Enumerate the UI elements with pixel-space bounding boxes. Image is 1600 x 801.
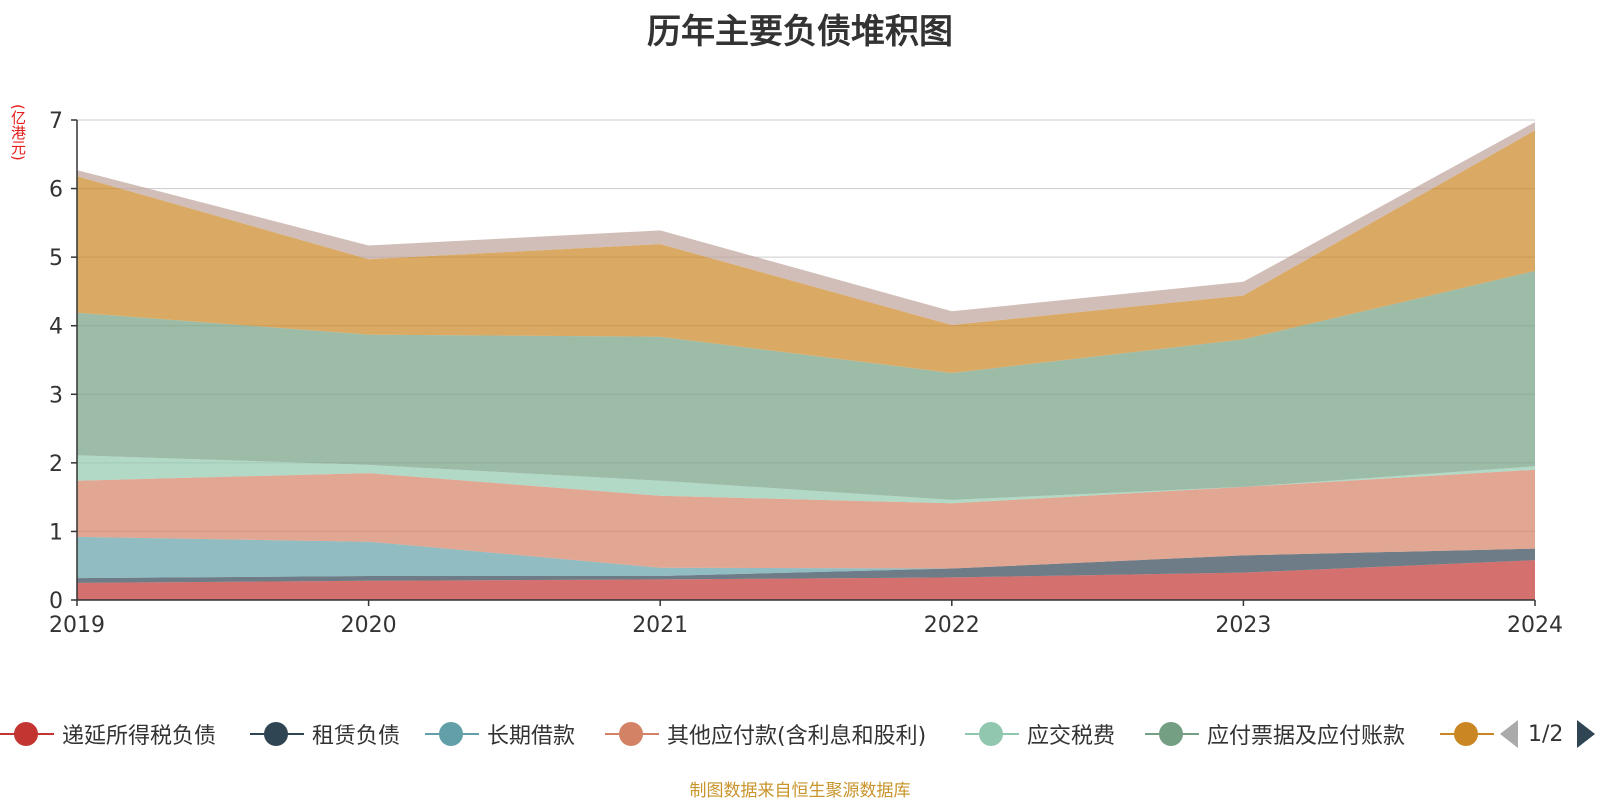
area-series-2: [77, 536, 1535, 579]
legend-item[interactable]: 递延所得税负债: [0, 714, 216, 754]
area-series-6: [77, 130, 1535, 373]
legend-marker-icon: [1440, 719, 1494, 749]
legend: 递延所得税负债 租赁负债 长期借款 其他应付款(含利息和股利) 应交税费 应付票据及应付账…: [0, 714, 1600, 754]
legend-marker-icon: [250, 719, 304, 749]
legend-item[interactable]: 长期借款: [425, 714, 575, 754]
x-tick-label: 2019: [49, 613, 105, 638]
x-tick-label: 2022: [924, 613, 980, 638]
legend-label: 租赁负债: [312, 724, 401, 749]
y-tick-label: 3: [49, 383, 63, 408]
area-series-3: [77, 469, 1535, 569]
legend-item[interactable]: 其他应付款(含利息和股利): [605, 714, 926, 754]
legend-item[interactable]: [1440, 714, 1502, 754]
legend-item[interactable]: 租赁负债: [250, 714, 400, 754]
legend-pager: 1/2: [1500, 714, 1596, 754]
stacked-area-chart: 0 1 2 3 4 5 6 7 2019 2020 2021 2022 2023 2024: [49, 109, 1563, 638]
chart-title: 历年主要负债堆积图: [647, 12, 953, 52]
y-tick-label: 7: [49, 109, 63, 134]
legend-next-page-icon[interactable]: [1577, 720, 1596, 748]
x-tick-label: 2023: [1215, 613, 1271, 638]
legend-label: 应交税费: [1027, 724, 1116, 749]
y-tick-label: 5: [49, 246, 63, 271]
legend-label: 长期借款: [487, 724, 576, 749]
legend-label: 应付票据及应付账款: [1207, 724, 1406, 749]
legend-item[interactable]: 应交税费: [965, 714, 1115, 754]
y-tick-label: 4: [49, 315, 63, 340]
x-tick-label: 2021: [632, 613, 688, 638]
legend-item[interactable]: 应付票据及应付账款: [1145, 714, 1405, 754]
legend-marker-icon: [965, 719, 1019, 749]
y-tick-label: 1: [49, 520, 63, 545]
y-tick-label: 2: [49, 452, 63, 477]
legend-label: 递延所得税负债: [62, 724, 217, 749]
axes: 0 1 2 3 4 5 6 7 2019 2020 2021 2022 2023 2024: [49, 109, 1563, 638]
area-series-7: [77, 122, 1535, 325]
x-tick-label: 2024: [1507, 613, 1563, 638]
legend-marker-icon: [1145, 719, 1199, 749]
legend-page-indicator: 1/2: [1528, 721, 1564, 747]
legend-label: 其他应付款(含利息和股利): [667, 724, 927, 749]
legend-marker-icon: [425, 719, 479, 749]
area-series-0: [77, 560, 1535, 600]
data-source-note: 制图数据来自恒生聚源数据库: [689, 781, 911, 801]
y-tick-label: 6: [49, 178, 63, 203]
y-tick-label: 0: [49, 589, 63, 614]
y-axis-unit-label: (亿港元): [9, 104, 27, 161]
area-series-1: [77, 548, 1535, 583]
legend-prev-page-icon[interactable]: [1500, 720, 1518, 748]
area-series: [77, 122, 1535, 600]
x-tick-label: 2020: [341, 613, 397, 638]
legend-marker-icon: [605, 719, 659, 749]
area-series-5: [77, 270, 1535, 500]
area-series-4: [77, 455, 1535, 504]
legend-marker-icon: [0, 719, 54, 749]
